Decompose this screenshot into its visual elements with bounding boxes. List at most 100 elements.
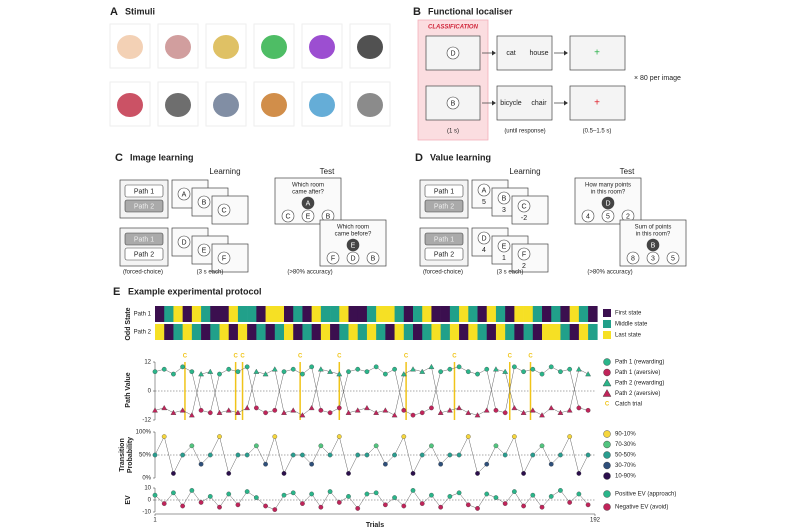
ev-point xyxy=(217,504,222,510)
state-cell xyxy=(182,306,193,322)
path-value-point xyxy=(410,412,416,418)
path-value-point xyxy=(318,366,324,372)
state-cell xyxy=(284,324,294,340)
panel-letter: A xyxy=(110,6,118,18)
panel-title: Image learning xyxy=(130,152,194,162)
y-tick-label: -10 xyxy=(142,510,151,516)
state-cell xyxy=(164,324,174,340)
path-value-point xyxy=(235,409,241,415)
state-cell xyxy=(256,324,266,340)
choice-label: Path 1 xyxy=(134,236,154,243)
cue-letter: F xyxy=(522,251,526,258)
state-cell xyxy=(422,306,432,322)
path-value-point xyxy=(567,366,573,372)
path-value-point xyxy=(437,409,444,415)
state-cell xyxy=(182,324,193,340)
ev-point xyxy=(383,502,388,508)
state-cell xyxy=(449,324,460,340)
state-cell xyxy=(256,306,266,322)
state-cell xyxy=(477,306,488,322)
path-legend-label: Path 2 (rewarding) xyxy=(615,381,664,387)
cue-letter: A xyxy=(482,187,487,194)
catch-legend-symbol: C xyxy=(605,402,610,408)
screen xyxy=(569,35,626,71)
ev-point xyxy=(410,488,416,493)
state-cell xyxy=(366,306,377,322)
state-cell xyxy=(505,324,515,340)
state-cell xyxy=(265,324,276,340)
arrow-head xyxy=(492,100,496,106)
state-cell xyxy=(357,306,368,322)
state-cell xyxy=(228,324,239,340)
path-value-point xyxy=(576,366,582,372)
ev-point xyxy=(244,489,250,494)
ev-point xyxy=(254,495,259,500)
cue-circle xyxy=(666,251,680,265)
state-cell xyxy=(588,324,598,340)
state-cell xyxy=(155,306,165,322)
room-value: -2 xyxy=(521,215,527,222)
state-cell xyxy=(293,306,303,322)
cue-letter: B xyxy=(326,213,331,220)
ev-point xyxy=(401,503,407,509)
cue-circle xyxy=(301,209,315,223)
transition-point xyxy=(512,434,517,439)
state-cell xyxy=(486,324,497,340)
cue-letter: E xyxy=(306,213,311,220)
y-tick-label: 50% xyxy=(139,453,152,459)
state-cell xyxy=(431,324,441,340)
cue-letter: A xyxy=(306,200,311,207)
transition-point xyxy=(429,443,434,449)
stimulus-image xyxy=(357,93,383,117)
choice-label: Path 1 xyxy=(434,236,454,243)
path-value-point xyxy=(502,410,508,416)
state-cell xyxy=(385,306,395,322)
cue-circle xyxy=(646,238,660,252)
stimulus-image xyxy=(117,93,143,117)
panel-title: Functional localiser xyxy=(428,6,513,16)
state-cell xyxy=(320,306,331,322)
path-value-point xyxy=(281,369,287,375)
cue-letter: E xyxy=(502,243,507,250)
ev-point xyxy=(207,494,213,499)
transition-point xyxy=(410,471,416,476)
state-cell xyxy=(311,324,322,340)
y-axis-label: Probability xyxy=(127,437,134,473)
path-value-point xyxy=(447,366,453,372)
room-value: 4 xyxy=(482,247,486,254)
x-axis-label: Trials xyxy=(366,522,384,529)
fixation-cross: + xyxy=(594,48,600,59)
ev-point xyxy=(364,491,370,497)
question: Which room xyxy=(337,225,369,231)
ev-point xyxy=(318,504,324,510)
path-value-point xyxy=(419,368,426,374)
stimulus-image xyxy=(165,93,191,117)
cue-letter: A xyxy=(182,191,187,198)
y-axis-label: Odd State xyxy=(125,307,132,340)
path-value-point xyxy=(521,369,526,375)
path-value-point xyxy=(226,366,232,372)
ev-point xyxy=(346,494,351,499)
state-cell xyxy=(357,324,368,340)
state-cell xyxy=(523,324,534,340)
transition-point xyxy=(198,461,204,467)
choice-label: Path 2 xyxy=(434,203,454,210)
transition-point xyxy=(281,471,287,476)
state-cell xyxy=(385,324,395,340)
path-value-point xyxy=(281,409,287,415)
state-cell xyxy=(247,306,257,322)
transition-legend-swatch xyxy=(603,472,611,480)
ev-point xyxy=(281,492,287,498)
state-cell xyxy=(440,324,451,340)
ev-point xyxy=(161,501,167,506)
path-value-point xyxy=(290,366,296,372)
path-value-point xyxy=(217,371,222,377)
cue-circle xyxy=(517,247,531,261)
ev-legend-label: Positive EV (approach) xyxy=(615,492,676,498)
ev-point xyxy=(447,494,453,499)
state-cell xyxy=(210,306,220,322)
path-value-point xyxy=(189,369,195,375)
state-cell xyxy=(514,306,524,322)
state-cell xyxy=(468,306,478,322)
y-axis-label: Path Value xyxy=(125,372,132,408)
